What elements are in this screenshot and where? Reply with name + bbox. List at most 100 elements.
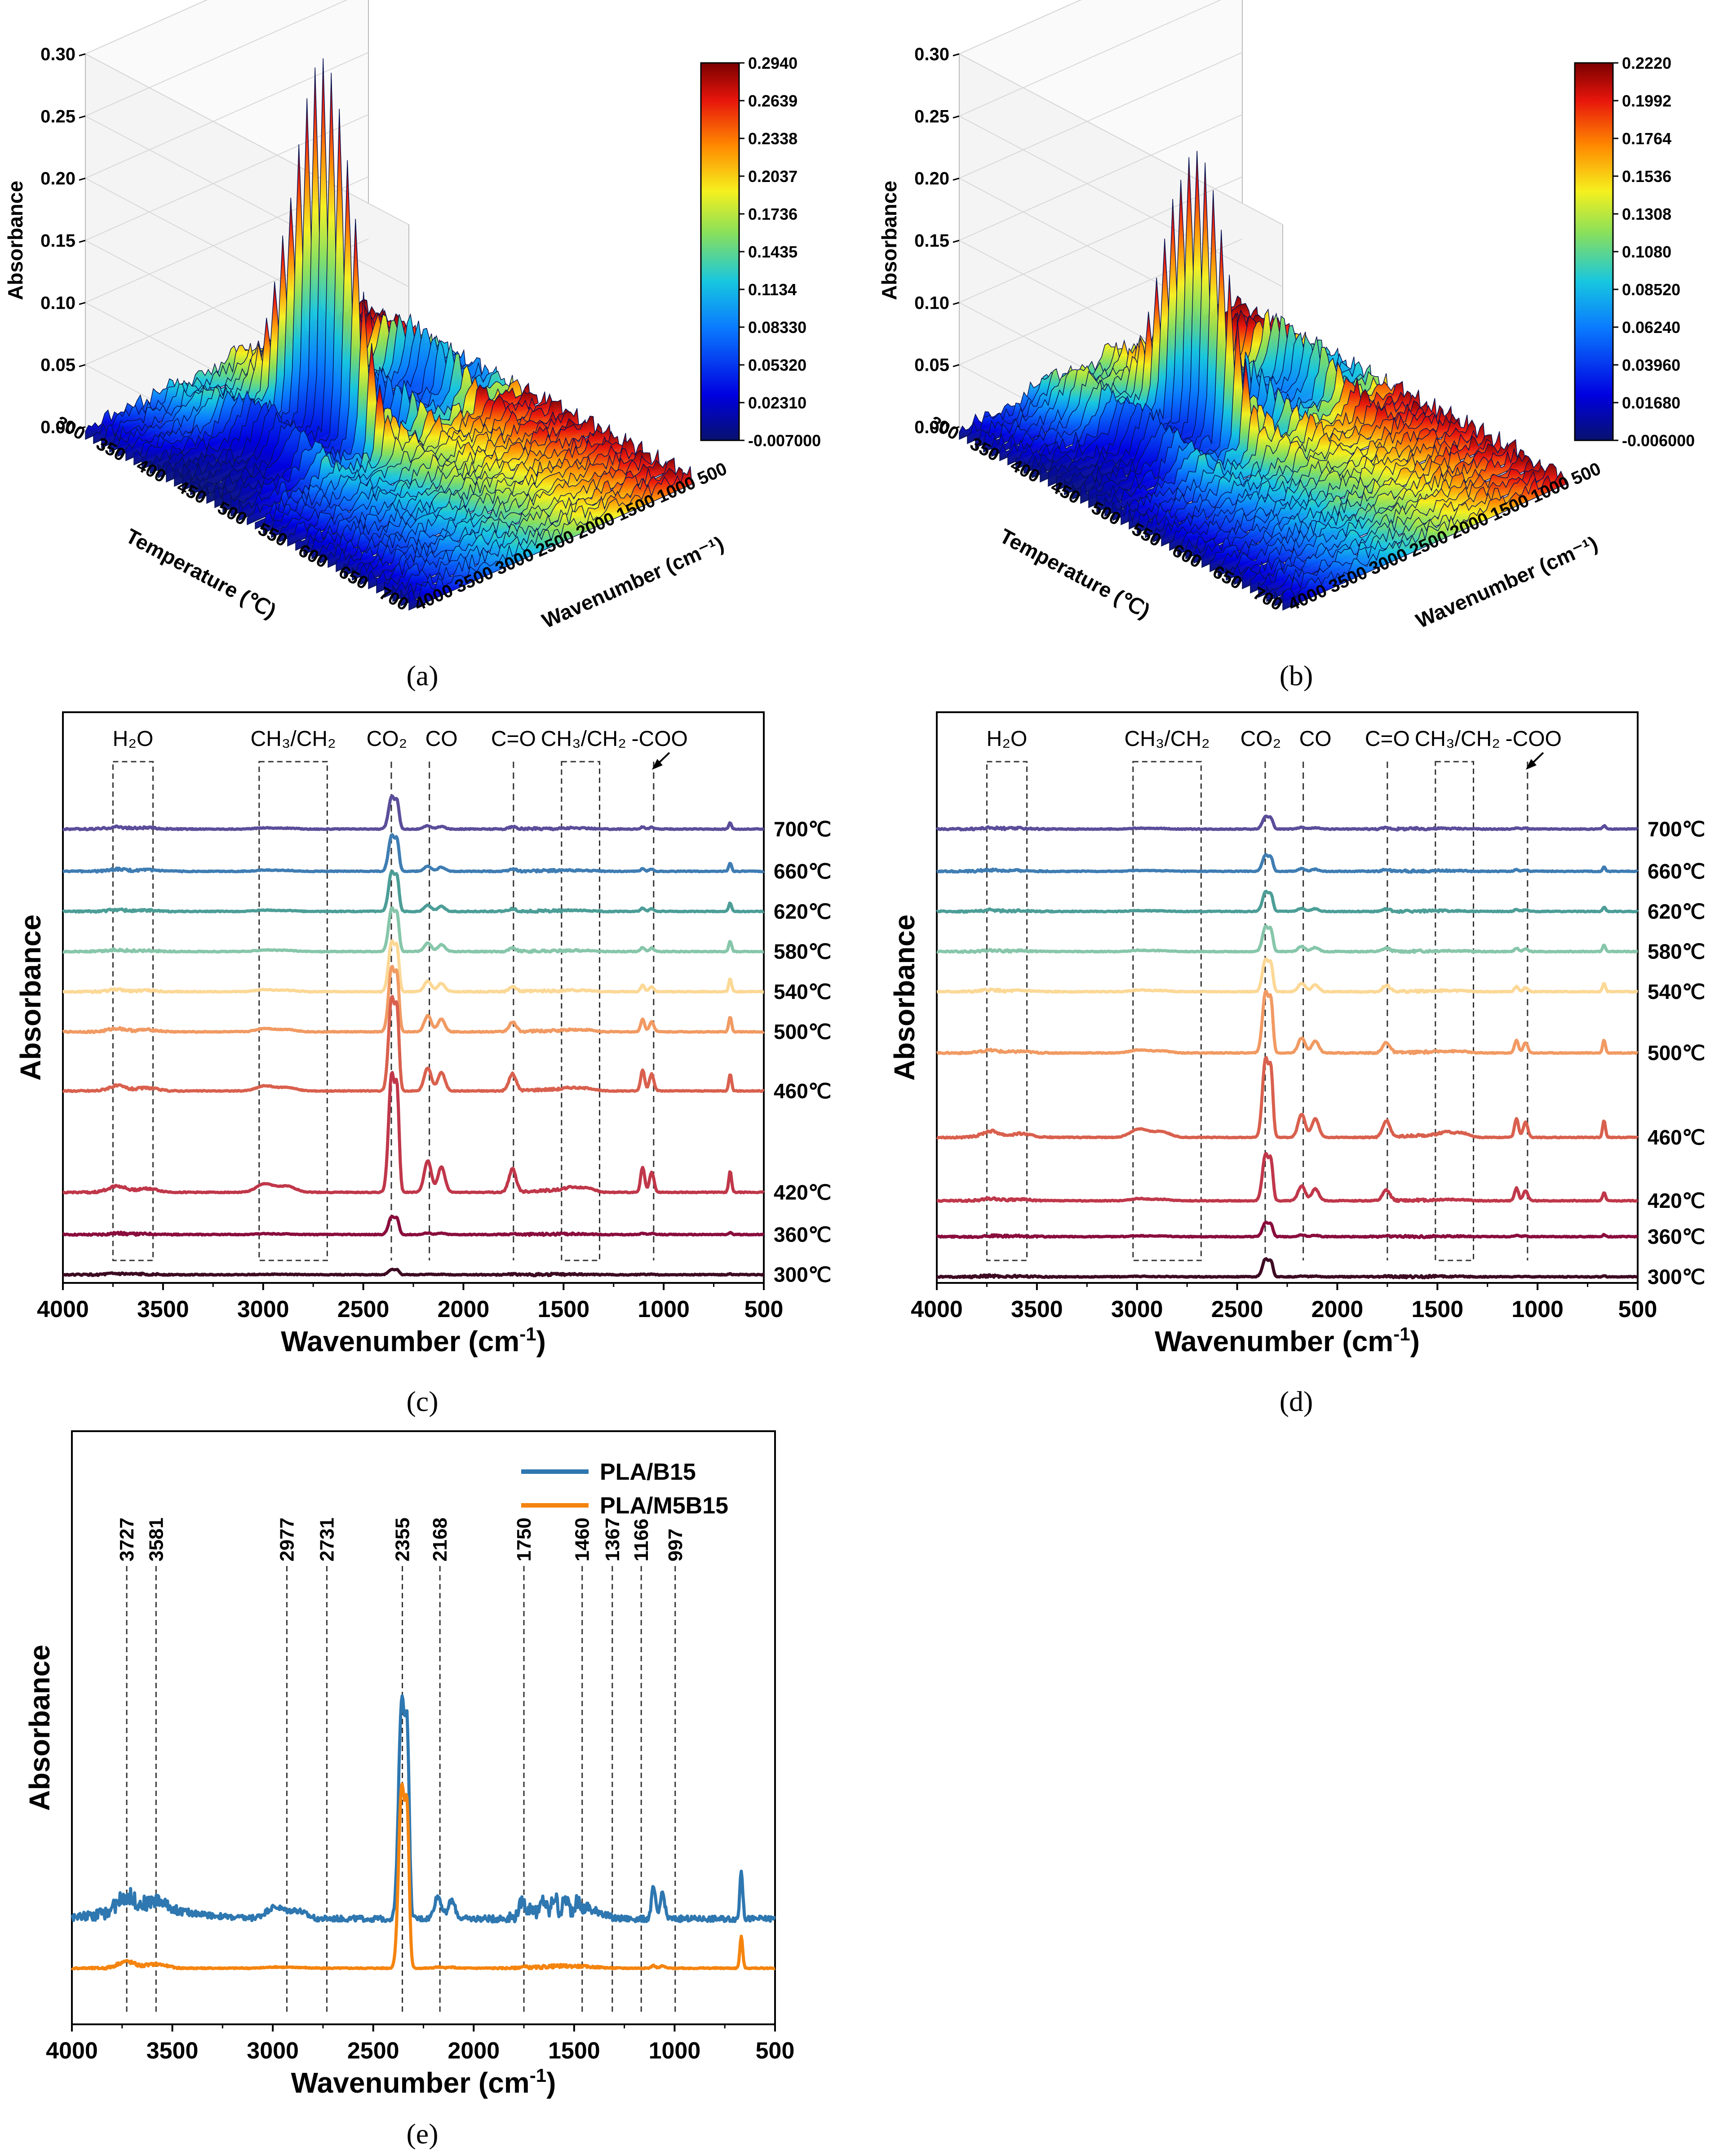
group-label: CH₃/CH₂ bbox=[1124, 727, 1210, 751]
peak-label: 1750 bbox=[513, 1517, 535, 1562]
series-line bbox=[62, 939, 765, 994]
x-tick-label: 2000 bbox=[438, 1296, 490, 1322]
group-label: -COO bbox=[632, 727, 688, 751]
x-tick-label: 3500 bbox=[137, 1296, 189, 1322]
wall-gridline bbox=[85, 52, 369, 179]
series-label: 420℃ bbox=[1648, 1189, 1705, 1212]
series-label: 700℃ bbox=[1648, 817, 1705, 841]
x-tick-label: 3000 bbox=[237, 1296, 289, 1322]
series-label: 580℃ bbox=[1648, 940, 1705, 963]
z-tick-mark bbox=[953, 426, 960, 430]
peak-label: 2977 bbox=[276, 1517, 298, 1562]
series-label: 300℃ bbox=[774, 1263, 831, 1287]
series-label: 540℃ bbox=[1648, 980, 1705, 1003]
wavenumber-tick-label: 500 bbox=[1568, 459, 1604, 489]
series-line bbox=[936, 1056, 1639, 1140]
panel-b-3d-surface: 0.000.050.100.150.200.250.30Absorbance30… bbox=[877, 0, 1695, 633]
series-label: 420℃ bbox=[774, 1180, 831, 1204]
group-label: CH₃/CH₂ bbox=[250, 727, 336, 751]
series-label: 620℃ bbox=[1648, 900, 1705, 923]
peak-label: 3727 bbox=[116, 1517, 138, 1562]
series-line bbox=[62, 1071, 765, 1195]
group-box bbox=[258, 761, 328, 1261]
series-label: 460℃ bbox=[1648, 1126, 1705, 1149]
colorbar-tick-label: 0.1736 bbox=[748, 205, 797, 223]
colorbar-tick-label: 0.1435 bbox=[748, 243, 797, 261]
arrow-head bbox=[1525, 759, 1537, 770]
colorbar-tick-label: 0.1536 bbox=[1622, 167, 1671, 186]
z-tick-label: 0.20 bbox=[40, 169, 75, 189]
caption-e: (e) bbox=[406, 2118, 438, 2150]
wall-gridline bbox=[85, 53, 409, 225]
colorbar-tick-label: -0.006000 bbox=[1622, 431, 1695, 450]
z-tick-label: 0.25 bbox=[40, 106, 75, 126]
wall-gridline bbox=[959, 0, 1082, 54]
series-line bbox=[62, 1268, 765, 1278]
group-label: CO₂ bbox=[1241, 727, 1281, 751]
z-tick-label: 0.20 bbox=[914, 169, 949, 189]
z-tick-mark bbox=[79, 302, 86, 305]
wall-gridline bbox=[959, 0, 1222, 117]
x-tick-label: 4000 bbox=[911, 1296, 963, 1322]
x-tick-label: 2000 bbox=[1311, 1296, 1364, 1322]
x-tick-label: 3000 bbox=[247, 2038, 299, 2064]
x-tick-label: 3500 bbox=[146, 2038, 199, 2064]
series-label: 500℃ bbox=[1648, 1041, 1705, 1065]
z-tick-label: 0.15 bbox=[914, 231, 949, 251]
colorbar bbox=[700, 62, 740, 441]
wall-gridline bbox=[959, 114, 1243, 241]
series-line bbox=[62, 869, 765, 914]
z-axis-label: Absorbance bbox=[4, 181, 27, 300]
group-label: C=O bbox=[1365, 727, 1410, 751]
colorbar-tick-label: 0.01680 bbox=[1622, 394, 1680, 412]
x-tick-label: 1000 bbox=[638, 1296, 690, 1322]
plot-frame bbox=[71, 1430, 776, 2025]
y-axis-label: Absorbance bbox=[888, 914, 921, 1081]
surface-strip bbox=[1258, 458, 1542, 598]
series-label: 360℃ bbox=[774, 1223, 831, 1246]
colorbar-tick-label: 0.05320 bbox=[748, 356, 806, 374]
peak-label: 1166 bbox=[630, 1519, 652, 1562]
surface-strip bbox=[1282, 470, 1566, 611]
x-tick-label: 4000 bbox=[37, 1296, 89, 1322]
series-line bbox=[62, 965, 765, 1034]
series-label: 300℃ bbox=[1648, 1265, 1705, 1288]
group-box bbox=[986, 761, 1028, 1261]
series-line bbox=[71, 1694, 776, 1924]
x-tick-label: 1000 bbox=[649, 2038, 701, 2064]
wall-gridline bbox=[85, 0, 348, 117]
group-box bbox=[1132, 761, 1202, 1261]
z-tick-mark bbox=[79, 240, 86, 243]
peak-label: 2168 bbox=[429, 1517, 451, 1562]
x-tick-label: 4000 bbox=[46, 2038, 98, 2064]
z-tick-label: 0.10 bbox=[40, 293, 75, 313]
x-tick-label: 3000 bbox=[1111, 1296, 1163, 1322]
z-tick-mark bbox=[79, 426, 86, 430]
x-tick-label: 2500 bbox=[1211, 1296, 1263, 1322]
panel-e-comparison-spectra: 4000 3500 3000 2500 2000 1500 1000 500 Wavenumbe… bbox=[23, 1430, 794, 2099]
series-line bbox=[62, 1215, 765, 1237]
x-tick-label: 1500 bbox=[548, 2038, 600, 2064]
series-line bbox=[62, 794, 765, 832]
colorbar bbox=[1574, 62, 1614, 441]
z-tick-label: 0.00 bbox=[914, 417, 949, 437]
group-label: H₂O bbox=[113, 727, 154, 751]
z-tick-mark bbox=[953, 53, 960, 57]
colorbar-tick-label: 0.2639 bbox=[748, 92, 797, 110]
series-line bbox=[71, 1782, 776, 1971]
x-tick-label: 500 bbox=[1618, 1296, 1657, 1322]
wall-gridline bbox=[85, 0, 208, 54]
surface-strip bbox=[1201, 422, 1485, 568]
y-axis-label: Absorbance bbox=[14, 914, 47, 1081]
colorbar-tick-label: 0.03960 bbox=[1622, 356, 1680, 374]
caption-b: (b) bbox=[1280, 660, 1313, 692]
x-tick-label: 1500 bbox=[1411, 1296, 1463, 1322]
series-label: 500℃ bbox=[774, 1020, 831, 1043]
x-axis-label: Wavenumber (cm-1) bbox=[291, 2065, 556, 2099]
z-tick-mark bbox=[953, 177, 960, 181]
caption-a: (a) bbox=[406, 660, 438, 692]
temperature-axis-label: Temperature (℃) bbox=[996, 524, 1154, 623]
group-label: -COO bbox=[1506, 727, 1562, 751]
panel-c-stacked-spectra: 4000 3500 3000 2500 2000 1500 1000 500 Wavenumbe… bbox=[14, 711, 831, 1357]
z-tick-mark bbox=[79, 364, 86, 368]
